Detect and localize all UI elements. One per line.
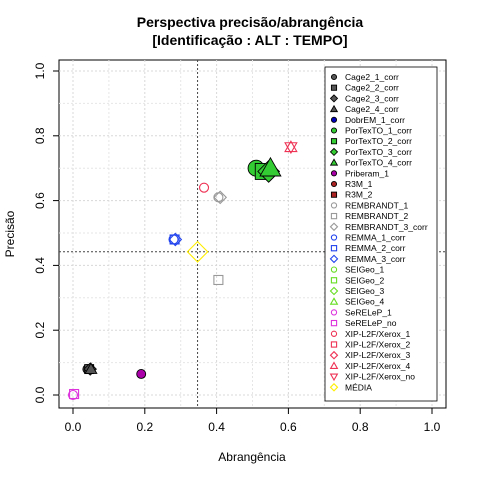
y-tick-label: 1.0: [33, 62, 47, 79]
legend-marker: [330, 180, 338, 188]
legend-marker: [329, 383, 339, 392]
y-tick-label: 0.4: [33, 257, 47, 274]
legend-marker: [330, 212, 338, 220]
legend-marker: [329, 286, 339, 296]
legend-marker: [329, 94, 339, 103]
legend-label: PorTexTO_1_corr: [345, 126, 412, 136]
legend-label: R3M_1: [345, 179, 373, 189]
legend-marker: [330, 234, 338, 241]
data-point: [69, 388, 80, 400]
legend-label: REMMA_3_corr: [345, 254, 406, 264]
data-point: [136, 368, 147, 379]
data-point: [186, 240, 209, 263]
legend-label: XIP-L2F/Xerox_4: [345, 361, 410, 371]
legend-label: REMBRANDT_3_corr: [345, 222, 428, 232]
data-point: [259, 156, 282, 177]
legend-label: PorTexTO_4_corr: [345, 158, 412, 168]
legend-label: DobrEM_1_corr: [345, 115, 405, 125]
legend-marker: [330, 319, 338, 327]
data-point: [169, 234, 180, 245]
legend-label: SEIGeo_1: [345, 265, 384, 275]
legend-label: PorTexTO_2_corr: [345, 136, 412, 146]
y-tick-label: 0.2: [33, 322, 47, 339]
data-point: [213, 190, 228, 205]
x-tick-label: 0.6: [280, 420, 297, 434]
x-axis: 0.0 0.2 0.4 0.6 0.8 1.0: [65, 408, 441, 434]
x-tick-label: 0.0: [65, 420, 82, 434]
legend-label: XIP-L2F/Xerox_1: [345, 329, 410, 339]
data-point: [284, 140, 298, 153]
legend-marker: [329, 158, 339, 166]
chart-subtitle: [Identificação : ALT : TEMPO]: [152, 32, 347, 48]
y-tick-label: 0.8: [33, 127, 47, 144]
legend-marker: [330, 116, 338, 123]
legend-label: Cage2_2_corr: [345, 83, 399, 93]
x-tick-label: 0.4: [208, 420, 225, 434]
legend-label: R3M_2: [345, 190, 373, 200]
x-tick-label: 0.2: [136, 420, 153, 434]
legend-label: REMMA_2_corr: [345, 243, 406, 253]
legend-marker: [330, 73, 338, 81]
legend-label: Cage2_3_corr: [345, 93, 399, 103]
legend-marker: [329, 373, 339, 382]
legend-marker: [330, 170, 338, 177]
legend-marker: [330, 309, 338, 316]
legend-marker: [329, 254, 339, 264]
data-points: [67, 140, 298, 401]
legend-label: Cage2_1_corr: [345, 72, 399, 82]
legend-label: PorTexTO_3_corr: [345, 147, 412, 157]
legend-label: SEIGeo_2: [345, 275, 384, 285]
legend-label: SeRELeP_1: [345, 307, 392, 317]
legend-label: SEIGeo_3: [345, 286, 384, 296]
legend: Cage2_1_corrCage2_2_corrCage2_3_corrCage…: [329, 72, 428, 392]
legend-marker: [329, 147, 339, 157]
legend-label: XIP-L2F/Xerox_no: [345, 372, 415, 382]
data-point: [213, 274, 224, 286]
x-axis-label: Abrangência: [218, 450, 286, 464]
reference-lines: [59, 60, 446, 408]
legend-marker: [330, 266, 338, 273]
data-point: [198, 182, 210, 193]
legend-label: REMMA_1_corr: [345, 233, 406, 243]
legend-box: [324, 66, 438, 402]
legend-marker: [329, 350, 339, 360]
legend-marker: [330, 245, 338, 252]
data-point: [213, 192, 224, 203]
legend-marker: [329, 361, 339, 369]
data-point: [284, 142, 298, 155]
y-axis-label: Precisão: [3, 210, 17, 257]
legend-label: XIP-L2F/Xerox_3: [345, 350, 410, 360]
legend-label: Priberam_1: [345, 168, 389, 178]
legend-marker: [330, 138, 338, 145]
legend-label: SEIGeo_4: [345, 297, 384, 307]
x-tick-label: 0.8: [352, 420, 369, 434]
y-axis: 0.0 0.2 0.4 0.6 0.8 1.0: [33, 62, 59, 403]
legend-marker: [330, 330, 338, 337]
y-tick-label: 0.6: [33, 192, 47, 209]
legend-marker: [330, 277, 338, 284]
legend-marker: [330, 202, 338, 209]
legend-marker: [329, 104, 339, 113]
legend-marker: [330, 341, 338, 348]
legend-marker: [329, 222, 339, 232]
data-point: [168, 232, 183, 247]
legend-label: REMBRANDT_1: [345, 200, 409, 210]
legend-marker: [330, 127, 338, 134]
chart-title: Perspectiva precisão/abrangência: [137, 14, 364, 30]
legend-label: REMBRANDT_2: [345, 211, 409, 221]
legend-label: Cage2_4_corr: [345, 104, 399, 114]
legend-label: XIP-L2F/Xerox_2: [345, 340, 410, 350]
data-point: [84, 362, 98, 374]
legend-marker: [329, 297, 339, 305]
legend-label: SeRELeP_no: [345, 318, 397, 328]
legend-marker: [330, 191, 338, 198]
legend-marker: [330, 84, 338, 91]
x-tick-label: 1.0: [424, 420, 441, 434]
y-tick-label: 0.0: [33, 386, 47, 403]
legend-label: MÉDIA: [345, 382, 372, 392]
data-point: [67, 389, 79, 401]
